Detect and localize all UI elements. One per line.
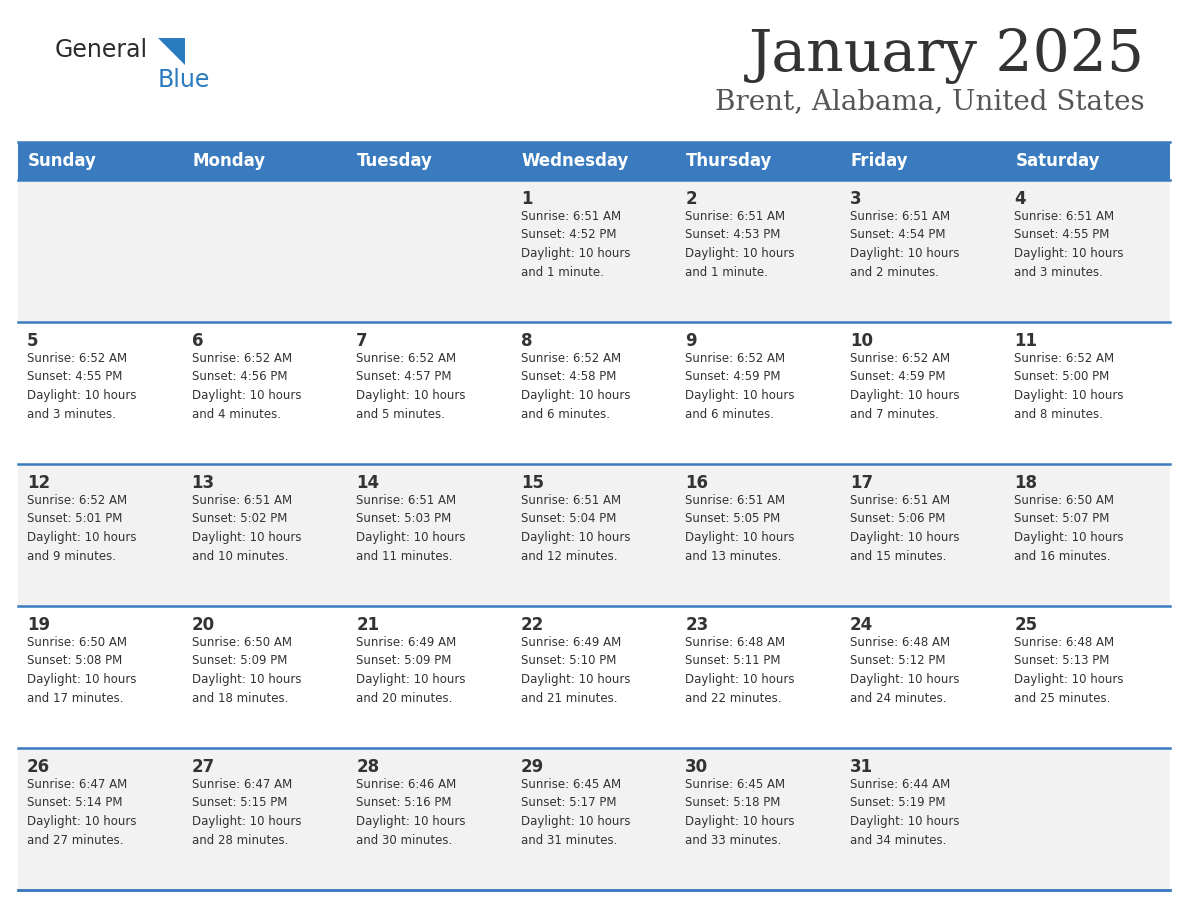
Text: 10: 10 — [849, 332, 873, 350]
Text: 30: 30 — [685, 758, 708, 776]
Text: Sunrise: 6:49 AM
Sunset: 5:10 PM
Daylight: 10 hours
and 21 minutes.: Sunrise: 6:49 AM Sunset: 5:10 PM Dayligh… — [520, 636, 630, 704]
Text: Friday: Friday — [851, 152, 909, 170]
Text: 4: 4 — [1015, 190, 1026, 208]
Text: Sunrise: 6:52 AM
Sunset: 4:57 PM
Daylight: 10 hours
and 5 minutes.: Sunrise: 6:52 AM Sunset: 4:57 PM Dayligh… — [356, 352, 466, 420]
Text: Sunrise: 6:50 AM
Sunset: 5:09 PM
Daylight: 10 hours
and 18 minutes.: Sunrise: 6:50 AM Sunset: 5:09 PM Dayligh… — [191, 636, 301, 704]
Text: General: General — [55, 38, 148, 62]
Text: Sunrise: 6:44 AM
Sunset: 5:19 PM
Daylight: 10 hours
and 34 minutes.: Sunrise: 6:44 AM Sunset: 5:19 PM Dayligh… — [849, 778, 960, 846]
Text: Sunrise: 6:50 AM
Sunset: 5:07 PM
Daylight: 10 hours
and 16 minutes.: Sunrise: 6:50 AM Sunset: 5:07 PM Dayligh… — [1015, 494, 1124, 563]
Text: Sunrise: 6:49 AM
Sunset: 5:09 PM
Daylight: 10 hours
and 20 minutes.: Sunrise: 6:49 AM Sunset: 5:09 PM Dayligh… — [356, 636, 466, 704]
Text: 25: 25 — [1015, 616, 1037, 634]
Text: Sunrise: 6:51 AM
Sunset: 4:52 PM
Daylight: 10 hours
and 1 minute.: Sunrise: 6:51 AM Sunset: 4:52 PM Dayligh… — [520, 210, 630, 278]
Text: Sunrise: 6:47 AM
Sunset: 5:14 PM
Daylight: 10 hours
and 27 minutes.: Sunrise: 6:47 AM Sunset: 5:14 PM Dayligh… — [27, 778, 137, 846]
Bar — [18, 322, 1170, 464]
Text: 16: 16 — [685, 474, 708, 492]
Text: Brent, Alabama, United States: Brent, Alabama, United States — [715, 88, 1145, 115]
Text: Sunrise: 6:51 AM
Sunset: 5:06 PM
Daylight: 10 hours
and 15 minutes.: Sunrise: 6:51 AM Sunset: 5:06 PM Dayligh… — [849, 494, 960, 563]
Text: Sunday: Sunday — [29, 152, 97, 170]
Text: Sunrise: 6:52 AM
Sunset: 4:59 PM
Daylight: 10 hours
and 7 minutes.: Sunrise: 6:52 AM Sunset: 4:59 PM Dayligh… — [849, 352, 960, 420]
Text: Sunrise: 6:51 AM
Sunset: 4:53 PM
Daylight: 10 hours
and 1 minute.: Sunrise: 6:51 AM Sunset: 4:53 PM Dayligh… — [685, 210, 795, 278]
Text: Monday: Monday — [192, 152, 266, 170]
Text: 17: 17 — [849, 474, 873, 492]
Text: Sunrise: 6:51 AM
Sunset: 5:03 PM
Daylight: 10 hours
and 11 minutes.: Sunrise: 6:51 AM Sunset: 5:03 PM Dayligh… — [356, 494, 466, 563]
Text: Sunrise: 6:48 AM
Sunset: 5:11 PM
Daylight: 10 hours
and 22 minutes.: Sunrise: 6:48 AM Sunset: 5:11 PM Dayligh… — [685, 636, 795, 704]
Text: Sunrise: 6:52 AM
Sunset: 5:01 PM
Daylight: 10 hours
and 9 minutes.: Sunrise: 6:52 AM Sunset: 5:01 PM Dayligh… — [27, 494, 137, 563]
Text: Tuesday: Tuesday — [358, 152, 432, 170]
Text: Sunrise: 6:51 AM
Sunset: 5:05 PM
Daylight: 10 hours
and 13 minutes.: Sunrise: 6:51 AM Sunset: 5:05 PM Dayligh… — [685, 494, 795, 563]
Bar — [18, 464, 1170, 606]
Text: 3: 3 — [849, 190, 861, 208]
Text: 31: 31 — [849, 758, 873, 776]
Text: January 2025: January 2025 — [748, 28, 1145, 84]
Text: Sunrise: 6:50 AM
Sunset: 5:08 PM
Daylight: 10 hours
and 17 minutes.: Sunrise: 6:50 AM Sunset: 5:08 PM Dayligh… — [27, 636, 137, 704]
Text: 7: 7 — [356, 332, 368, 350]
Text: Saturday: Saturday — [1016, 152, 1100, 170]
Text: Sunrise: 6:51 AM
Sunset: 5:02 PM
Daylight: 10 hours
and 10 minutes.: Sunrise: 6:51 AM Sunset: 5:02 PM Dayligh… — [191, 494, 301, 563]
Text: 8: 8 — [520, 332, 532, 350]
Text: 6: 6 — [191, 332, 203, 350]
Text: 28: 28 — [356, 758, 379, 776]
Bar — [18, 748, 1170, 890]
Text: Sunrise: 6:46 AM
Sunset: 5:16 PM
Daylight: 10 hours
and 30 minutes.: Sunrise: 6:46 AM Sunset: 5:16 PM Dayligh… — [356, 778, 466, 846]
Text: 2: 2 — [685, 190, 697, 208]
Text: Sunrise: 6:48 AM
Sunset: 5:13 PM
Daylight: 10 hours
and 25 minutes.: Sunrise: 6:48 AM Sunset: 5:13 PM Dayligh… — [1015, 636, 1124, 704]
Text: Sunrise: 6:48 AM
Sunset: 5:12 PM
Daylight: 10 hours
and 24 minutes.: Sunrise: 6:48 AM Sunset: 5:12 PM Dayligh… — [849, 636, 960, 704]
Text: Sunrise: 6:52 AM
Sunset: 4:56 PM
Daylight: 10 hours
and 4 minutes.: Sunrise: 6:52 AM Sunset: 4:56 PM Dayligh… — [191, 352, 301, 420]
Text: 15: 15 — [520, 474, 544, 492]
Text: Sunrise: 6:51 AM
Sunset: 5:04 PM
Daylight: 10 hours
and 12 minutes.: Sunrise: 6:51 AM Sunset: 5:04 PM Dayligh… — [520, 494, 630, 563]
Text: 13: 13 — [191, 474, 215, 492]
Text: 22: 22 — [520, 616, 544, 634]
Bar — [18, 606, 1170, 748]
Text: Wednesday: Wednesday — [522, 152, 630, 170]
Text: 14: 14 — [356, 474, 379, 492]
Bar — [18, 180, 1170, 322]
Text: 20: 20 — [191, 616, 215, 634]
Text: Sunrise: 6:51 AM
Sunset: 4:55 PM
Daylight: 10 hours
and 3 minutes.: Sunrise: 6:51 AM Sunset: 4:55 PM Dayligh… — [1015, 210, 1124, 278]
Text: 12: 12 — [27, 474, 50, 492]
Text: Sunrise: 6:45 AM
Sunset: 5:18 PM
Daylight: 10 hours
and 33 minutes.: Sunrise: 6:45 AM Sunset: 5:18 PM Dayligh… — [685, 778, 795, 846]
Text: 29: 29 — [520, 758, 544, 776]
Text: 23: 23 — [685, 616, 708, 634]
Text: Sunrise: 6:52 AM
Sunset: 4:55 PM
Daylight: 10 hours
and 3 minutes.: Sunrise: 6:52 AM Sunset: 4:55 PM Dayligh… — [27, 352, 137, 420]
Text: 24: 24 — [849, 616, 873, 634]
Text: 21: 21 — [356, 616, 379, 634]
Text: 26: 26 — [27, 758, 50, 776]
Text: Sunrise: 6:51 AM
Sunset: 4:54 PM
Daylight: 10 hours
and 2 minutes.: Sunrise: 6:51 AM Sunset: 4:54 PM Dayligh… — [849, 210, 960, 278]
Text: Thursday: Thursday — [687, 152, 772, 170]
Text: 1: 1 — [520, 190, 532, 208]
Text: 11: 11 — [1015, 332, 1037, 350]
Text: Sunrise: 6:52 AM
Sunset: 4:58 PM
Daylight: 10 hours
and 6 minutes.: Sunrise: 6:52 AM Sunset: 4:58 PM Dayligh… — [520, 352, 630, 420]
Bar — [18, 142, 1170, 180]
Text: 27: 27 — [191, 758, 215, 776]
Polygon shape — [158, 38, 185, 65]
Text: Sunrise: 6:47 AM
Sunset: 5:15 PM
Daylight: 10 hours
and 28 minutes.: Sunrise: 6:47 AM Sunset: 5:15 PM Dayligh… — [191, 778, 301, 846]
Text: 9: 9 — [685, 332, 697, 350]
Text: Sunrise: 6:45 AM
Sunset: 5:17 PM
Daylight: 10 hours
and 31 minutes.: Sunrise: 6:45 AM Sunset: 5:17 PM Dayligh… — [520, 778, 630, 846]
Text: 18: 18 — [1015, 474, 1037, 492]
Text: Sunrise: 6:52 AM
Sunset: 5:00 PM
Daylight: 10 hours
and 8 minutes.: Sunrise: 6:52 AM Sunset: 5:00 PM Dayligh… — [1015, 352, 1124, 420]
Text: Blue: Blue — [158, 68, 210, 92]
Text: 19: 19 — [27, 616, 50, 634]
Text: 5: 5 — [27, 332, 38, 350]
Text: Sunrise: 6:52 AM
Sunset: 4:59 PM
Daylight: 10 hours
and 6 minutes.: Sunrise: 6:52 AM Sunset: 4:59 PM Dayligh… — [685, 352, 795, 420]
